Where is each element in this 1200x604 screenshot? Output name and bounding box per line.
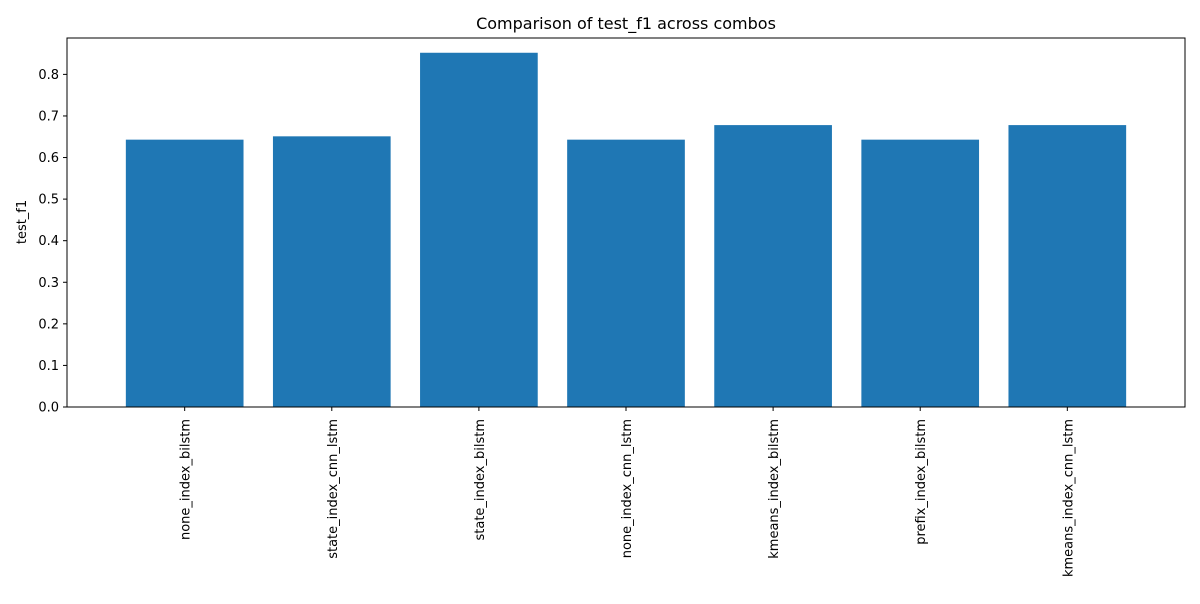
y-tick-label: 0.6: [38, 151, 59, 166]
x-tick-label: none_index_cnn_lstm: [620, 419, 635, 558]
y-tick-label: 0.5: [38, 193, 59, 208]
y-tick-label: 0.1: [38, 359, 59, 374]
y-tick-label: 0.4: [38, 234, 59, 249]
y-axis-label: test_f1: [15, 200, 30, 244]
x-tick-label: state_index_bilstm: [473, 419, 488, 541]
y-tick-label: 0.7: [38, 109, 59, 124]
y-tick-label: 0.8: [38, 68, 59, 83]
y-tick-label: 0.3: [38, 276, 59, 291]
bar-kmeans_index_cnn_lstm: [1008, 125, 1127, 407]
x-tick-label: prefix_index_bilstm: [914, 419, 929, 545]
x-axis-ticks: none_index_bilstm state_index_cnn_lstm sta…: [179, 407, 1076, 577]
bar-state_index_bilstm: [420, 52, 538, 407]
bars-layer: [125, 52, 1127, 407]
x-tick-label: kmeans_index_cnn_lstm: [1061, 419, 1076, 577]
bar-prefix_index_bilstm: [861, 139, 980, 407]
chart-title: Comparison of test_f1 across combos: [476, 14, 776, 34]
y-axis-ticks: 0.0 0.1 0.2 0.3 0.4 0.5 0.6 0.7 0.8: [38, 68, 67, 416]
y-tick-label: 0.0: [38, 401, 59, 416]
y-tick-label: 0.2: [38, 317, 59, 332]
bar-none_index_bilstm: [125, 139, 244, 407]
x-tick-label: none_index_bilstm: [179, 419, 194, 540]
x-tick-label: kmeans_index_bilstm: [767, 419, 782, 559]
bar-kmeans_index_bilstm: [714, 125, 832, 407]
x-tick-label: state_index_cnn_lstm: [326, 419, 341, 559]
plot-frame: [66, 37, 1186, 408]
bar-none_index_cnn_lstm: [567, 139, 685, 407]
bar-state_index_cnn_lstm: [272, 136, 391, 407]
